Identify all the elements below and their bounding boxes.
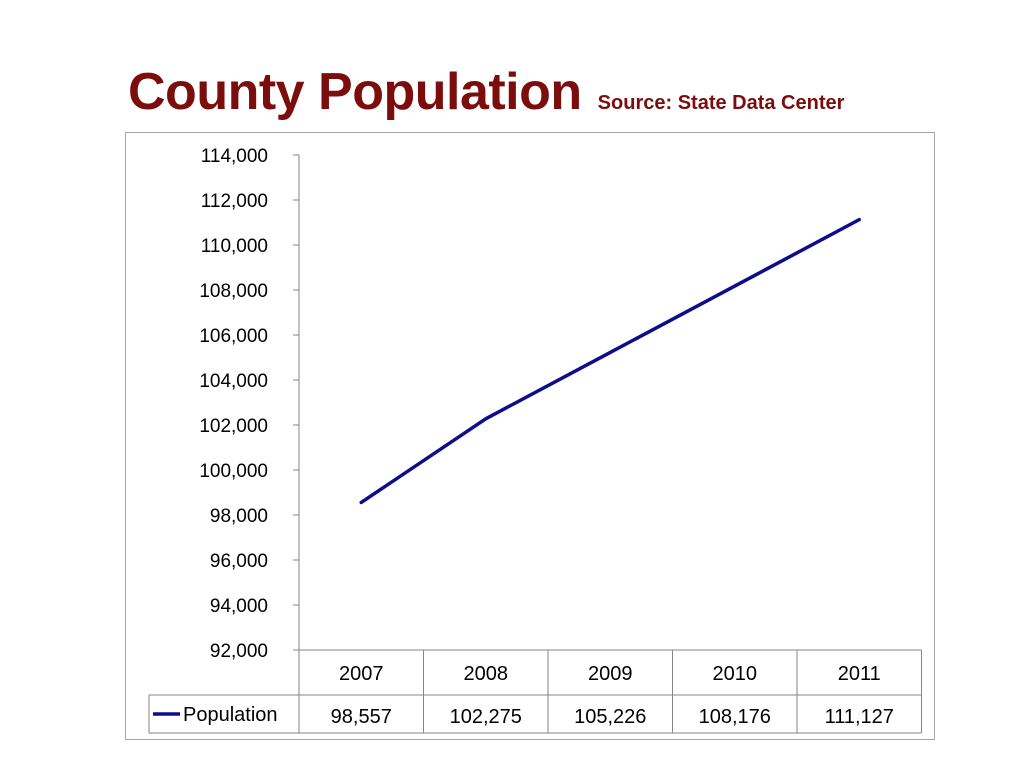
data-table-value: 98,557 (331, 706, 392, 728)
y-tick-label: 108,000 (199, 281, 268, 302)
data-table-value: 108,176 (699, 706, 771, 728)
x-category-label: 2011 (838, 663, 881, 685)
chart-title: County Population (128, 63, 582, 121)
data-table-value: 102,275 (450, 706, 522, 728)
legend-series-name: Population (183, 704, 278, 726)
y-tick-label: 102,000 (199, 416, 268, 437)
series-line-population (359, 217, 861, 505)
y-tick-label: 94,000 (210, 596, 268, 617)
x-category-label: 2010 (713, 663, 758, 685)
x-category-label: 2007 (339, 663, 384, 685)
y-tick-label: 110,000 (201, 236, 268, 257)
data-table-value: 111,127 (825, 706, 894, 728)
chart-subtitle: Source: State Data Center (597, 92, 845, 114)
y-tick-label: 96,000 (210, 551, 268, 572)
chart-frame (125, 132, 935, 740)
y-tick-label: 104,000 (199, 371, 268, 392)
x-category-label: 2008 (464, 663, 509, 685)
y-tick-label: 112,000 (201, 191, 268, 212)
x-category-label: 2009 (588, 663, 633, 685)
y-tick-label: 114,000 (201, 146, 268, 167)
y-tick-label: 92,000 (210, 641, 268, 662)
y-tick-label: 100,000 (199, 461, 268, 482)
data-table-value: 105,226 (574, 706, 646, 728)
title-row: County Population Source: State Data Cen… (128, 62, 844, 132)
y-tick-label: 98,000 (210, 506, 268, 527)
y-tick-label: 106,000 (199, 326, 268, 347)
